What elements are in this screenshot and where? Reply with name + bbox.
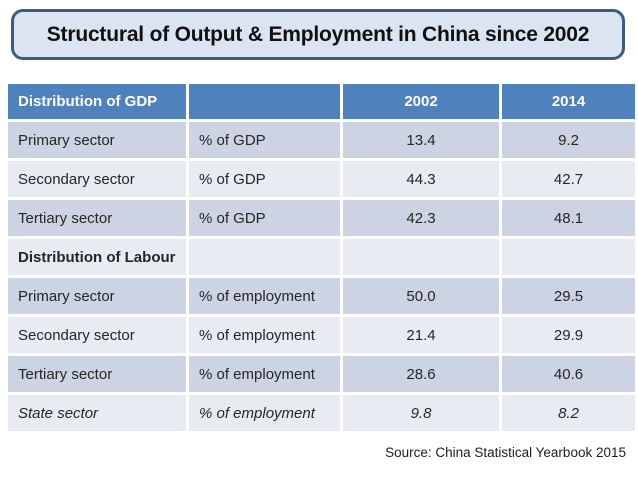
row-measure bbox=[189, 239, 340, 275]
value-2014: 9.2 bbox=[502, 122, 635, 158]
value-2002: 44.3 bbox=[343, 161, 499, 197]
header-distribution-of-gdp: Distribution of GDP bbox=[8, 84, 186, 119]
value-2014: 29.9 bbox=[502, 317, 635, 353]
value-2002: 21.4 bbox=[343, 317, 499, 353]
row-measure: % of employment bbox=[189, 356, 340, 392]
value-2014: 8.2 bbox=[502, 395, 635, 431]
value-2002: 42.3 bbox=[343, 200, 499, 236]
row-label: Secondary sector bbox=[8, 317, 186, 353]
value-2002: 9.8 bbox=[343, 395, 499, 431]
row-label: Primary sector bbox=[8, 278, 186, 314]
row-measure: % of employment bbox=[189, 278, 340, 314]
value-2002: 13.4 bbox=[343, 122, 499, 158]
row-label: Secondary sector bbox=[8, 161, 186, 197]
gdp-employment-table: Distribution of GDP 2002 2014 Primary se… bbox=[5, 81, 638, 434]
table-row-distribution-of-labour: Distribution of Labour bbox=[8, 239, 635, 275]
table-header-row: Distribution of GDP 2002 2014 bbox=[8, 84, 635, 119]
row-measure: % of employment bbox=[189, 395, 340, 431]
value-2002: 50.0 bbox=[343, 278, 499, 314]
row-measure: % of employment bbox=[189, 317, 340, 353]
value-2002 bbox=[343, 239, 499, 275]
table-row-gdp-primary: Primary sector % of GDP 13.4 9.2 bbox=[8, 122, 635, 158]
table-row-labour-state: State sector % of employment 9.8 8.2 bbox=[8, 395, 635, 431]
value-2014: 48.1 bbox=[502, 200, 635, 236]
row-measure: % of GDP bbox=[189, 161, 340, 197]
value-2002: 28.6 bbox=[343, 356, 499, 392]
row-label: Tertiary sector bbox=[8, 356, 186, 392]
page-title: Structural of Output & Employment in Chi… bbox=[46, 22, 590, 46]
value-2014: 29.5 bbox=[502, 278, 635, 314]
row-label: Primary sector bbox=[8, 122, 186, 158]
header-year-2014: 2014 bbox=[502, 84, 635, 119]
row-label: State sector bbox=[8, 395, 186, 431]
title-box: Structural of Output & Employment in Chi… bbox=[11, 9, 625, 60]
table-row-labour-tertiary: Tertiary sector % of employment 28.6 40.… bbox=[8, 356, 635, 392]
value-2014: 42.7 bbox=[502, 161, 635, 197]
table-row-labour-secondary: Secondary sector % of employment 21.4 29… bbox=[8, 317, 635, 353]
row-label: Tertiary sector bbox=[8, 200, 186, 236]
header-year-2002: 2002 bbox=[343, 84, 499, 119]
section-label: Distribution of Labour bbox=[8, 239, 186, 275]
value-2014 bbox=[502, 239, 635, 275]
value-2014: 40.6 bbox=[502, 356, 635, 392]
row-measure: % of GDP bbox=[189, 200, 340, 236]
table-row-labour-primary: Primary sector % of employment 50.0 29.5 bbox=[8, 278, 635, 314]
row-measure: % of GDP bbox=[189, 122, 340, 158]
source-note: Source: China Statistical Yearbook 2015 bbox=[385, 445, 626, 460]
header-measure-blank bbox=[189, 84, 340, 119]
table-row-gdp-secondary: Secondary sector % of GDP 44.3 42.7 bbox=[8, 161, 635, 197]
table-row-gdp-tertiary: Tertiary sector % of GDP 42.3 48.1 bbox=[8, 200, 635, 236]
